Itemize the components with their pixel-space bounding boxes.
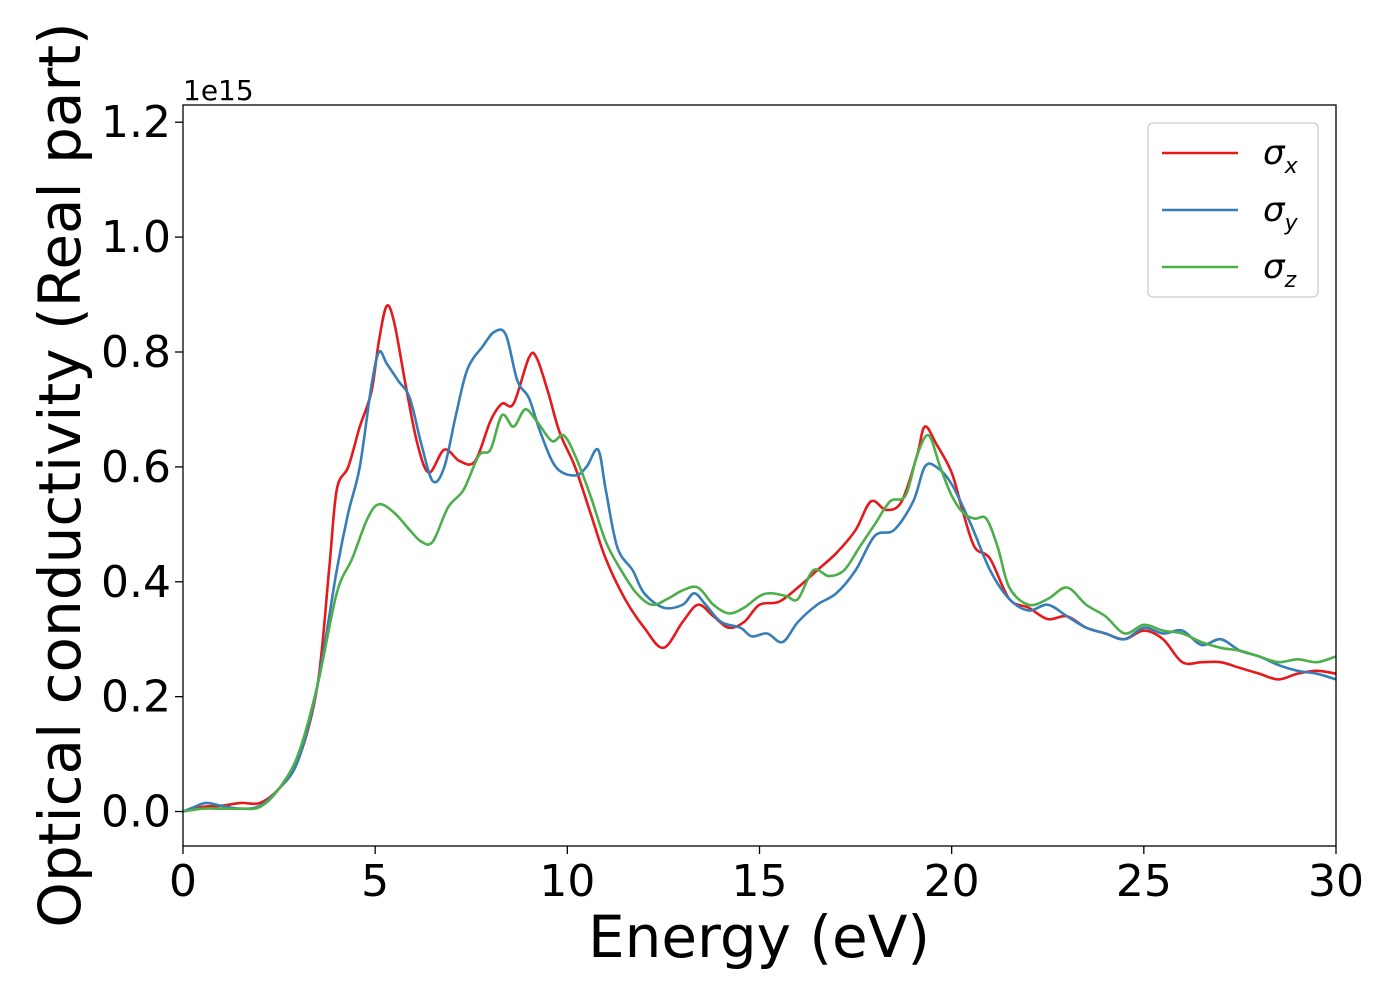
y-tick-label: 0.6 [101,442,171,493]
x-tick-label: 30 [1308,856,1364,907]
legend-label-base: σ [1263,133,1286,173]
y-tick-label: 1.0 [101,212,171,263]
x-axis-label: Energy (eV) [588,903,930,971]
series-line-y [183,328,1336,813]
y-tick-label: 1.2 [101,97,171,148]
x-axis: 0 5 10 15 20 25 30 [169,846,1364,907]
y-tick-label: 0.4 [101,557,171,608]
y-axis-label: Optical conductivity (Real part) [26,22,94,927]
legend-label-z: σz [1263,247,1297,293]
x-tick-label: 25 [1116,856,1172,907]
series-line-z [183,408,1336,813]
y-axis: 0.0 0.2 0.4 0.6 0.8 1.0 1.2 [101,97,183,838]
legend-label-base: σ [1263,247,1286,287]
x-tick-label: 0 [169,856,197,907]
x-tick-label: 10 [539,856,595,907]
legend-label-y: σy [1263,190,1299,236]
y-tick-label: 0.2 [101,672,171,723]
y-offset-label: 1e15 [183,74,254,107]
legend-label-subscript: z [1284,268,1297,293]
legend-label-x: σx [1263,133,1299,179]
plot-area [183,105,1336,846]
legend-label-base: σ [1263,190,1286,230]
y-tick-label: 0.0 [101,787,171,838]
x-tick-label: 20 [924,856,980,907]
x-tick-label: 15 [732,856,788,907]
x-tick-label: 5 [361,856,389,907]
y-tick-label: 0.8 [101,327,171,378]
series-layer [183,304,1336,813]
legend-label-subscript: y [1284,211,1299,236]
legend-label-subscript: x [1284,154,1299,179]
